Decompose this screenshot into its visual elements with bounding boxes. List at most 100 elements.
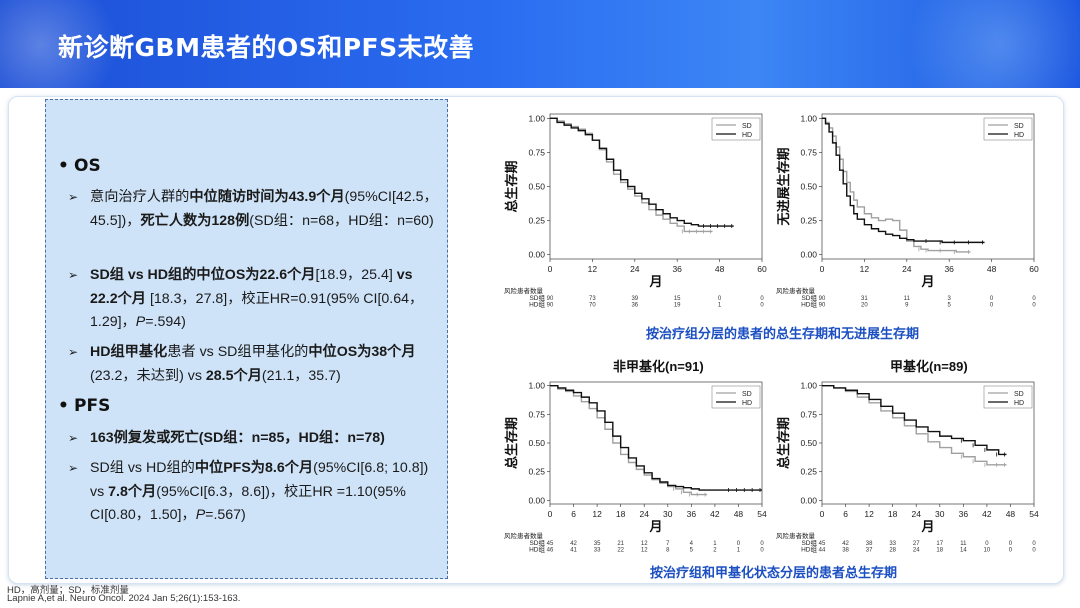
risk-table-title: 风险患者数量 — [776, 531, 816, 540]
y-tick-label: 0.50 — [528, 438, 545, 448]
y-tick-label: 0.75 — [800, 147, 817, 157]
subtitle-unmethylated: 非甲基化(n=91) — [613, 359, 704, 374]
risk-value: 90 — [547, 303, 554, 309]
x-axis-label: 月 — [920, 519, 934, 534]
risk-value: 0 — [737, 541, 741, 547]
series-line-hd — [822, 117, 985, 244]
x-tick-label: 36 — [672, 264, 682, 274]
head-graphic — [900, 0, 1080, 88]
x-tick-label: 0 — [820, 509, 825, 519]
x-axis-label: 月 — [648, 519, 662, 534]
risk-value: 8 — [666, 548, 670, 554]
legend-label-sd: SD — [1014, 123, 1024, 130]
risk-value: 5 — [948, 303, 952, 309]
y-tick-label: 0.50 — [800, 182, 817, 192]
risk-value: 0 — [760, 303, 764, 309]
x-tick-label: 18 — [888, 509, 898, 519]
legend-box — [983, 117, 1033, 141]
risk-value: 28 — [889, 548, 896, 554]
risk-value: 3 — [948, 296, 952, 302]
risk-value: 9 — [905, 303, 909, 309]
risk-value: 0 — [1009, 541, 1013, 547]
risk-value: 0 — [1032, 548, 1036, 554]
arrow-icon: ➢ — [68, 190, 79, 204]
x-tick-label: 30 — [663, 509, 673, 519]
risk-value: 45 — [547, 541, 554, 547]
risk-value: 12 — [641, 548, 648, 554]
arrow-icon: ➢ — [68, 431, 79, 445]
risk-value: 45 — [819, 541, 826, 547]
risk-value: 1 — [718, 303, 722, 309]
arrow-icon: ➢ — [68, 268, 79, 282]
legend-label-sd: SD — [742, 391, 752, 398]
risk-value: 27 — [913, 541, 920, 547]
series-line-hd — [550, 117, 734, 227]
series-line-hd — [550, 384, 762, 491]
legend-label-hd: HD — [742, 132, 752, 139]
arrow-icon: ➢ — [68, 461, 79, 475]
x-axis-label: 月 — [648, 274, 662, 289]
risk-value: 0 — [718, 296, 722, 302]
os-item-3: ➢ HD组甲基化患者 vs SD组甲基化的中位OS为38个月(23.2，未达到)… — [68, 341, 442, 388]
risk-value: 44 — [819, 548, 826, 554]
pfs-item-1: ➢ 163例复发或死亡(SD组：n=85，HD组：n=78) — [68, 427, 442, 451]
risk-value: 0 — [760, 541, 764, 547]
header-banner: 新诊断GBM患者的OS和PFS未改善 — [0, 0, 1080, 88]
risk-row-label: HD组 — [801, 545, 817, 554]
y-tick-label: 0.75 — [528, 147, 545, 157]
risk-value: 10 — [984, 548, 991, 554]
y-axis-label: 总生存期 — [504, 417, 519, 469]
y-tick-label: 0.00 — [800, 250, 817, 260]
risk-value: 0 — [1032, 303, 1036, 309]
risk-value: 38 — [866, 541, 873, 547]
risk-value: 0 — [1032, 541, 1036, 547]
caption-bottom: 按治疗组和甲基化状态分层的患者总生存期 — [650, 565, 898, 580]
risk-value: 31 — [861, 296, 868, 302]
risk-value: 38 — [842, 548, 849, 554]
risk-value: 24 — [913, 548, 920, 554]
footnote-abbrev: HD，高剂量；SD，标准剂量 — [7, 585, 129, 596]
page-title: 新诊断GBM患者的OS和PFS未改善 — [58, 33, 475, 62]
risk-value: 17 — [936, 541, 943, 547]
y-axis-label: 无进展生存期 — [776, 147, 791, 226]
x-tick-label: 12 — [592, 509, 602, 519]
os-item-2: ➢ SD组 vs HD组的中位OS为22.6个月[18.9，25.4] vs 2… — [68, 264, 442, 335]
x-tick-label: 0 — [820, 264, 825, 274]
series-line-hd — [822, 384, 1007, 456]
x-tick-label: 48 — [715, 264, 725, 274]
risk-value: 1 — [737, 548, 741, 554]
risk-value: 5 — [690, 548, 694, 554]
risk-value: 90 — [819, 296, 826, 302]
risk-value: 11 — [960, 541, 967, 547]
x-tick-label: 36 — [959, 509, 969, 519]
x-tick-label: 0 — [548, 509, 553, 519]
risk-value: 19 — [674, 303, 681, 309]
x-tick-label: 12 — [864, 509, 874, 519]
y-tick-label: 1.00 — [528, 113, 545, 123]
x-tick-label: 0 — [548, 264, 553, 274]
legend-label-hd: HD — [1014, 400, 1024, 407]
x-tick-label: 42 — [982, 509, 992, 519]
y-tick-label: 0.50 — [800, 438, 817, 448]
risk-value: 70 — [589, 303, 596, 309]
risk-table-title: 风险患者数量 — [504, 531, 544, 540]
risk-table-title: 风险患者数量 — [504, 286, 544, 295]
x-tick-label: 48 — [987, 264, 997, 274]
risk-row-label: SD组 — [529, 538, 545, 547]
y-axis-label: 总生存期 — [504, 160, 519, 212]
risk-value: 21 — [617, 541, 624, 547]
subtitle-methylated: 甲基化(n=89) — [890, 359, 968, 374]
legend-label-sd: SD — [1014, 391, 1024, 398]
x-tick-label: 18 — [616, 509, 626, 519]
y-tick-label: 0.25 — [800, 216, 817, 226]
x-tick-label: 54 — [1029, 509, 1039, 519]
y-tick-label: 0.00 — [528, 250, 545, 260]
pfs-item-2: ➢ SD组 vs HD组的中位PFS为8.6个月(95%CI[6.8; 10.8… — [68, 457, 442, 528]
os-item-1: ➢ 意向治疗人群的中位随访时间为43.9个月(95%CI[42.5，45.5])… — [68, 186, 442, 233]
risk-value: 20 — [861, 303, 868, 309]
risk-row-label: HD组 — [529, 300, 545, 309]
risk-value: 12 — [641, 541, 648, 547]
x-tick-label: 60 — [757, 264, 767, 274]
x-tick-label: 54 — [757, 509, 767, 519]
